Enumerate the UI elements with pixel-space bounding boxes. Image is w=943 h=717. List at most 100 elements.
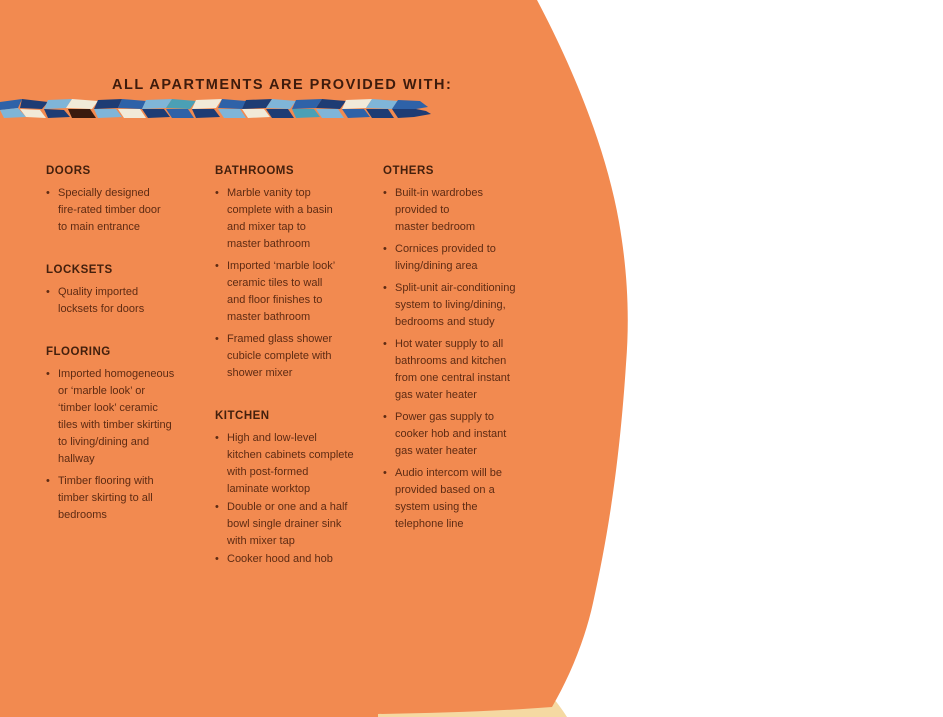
mosaic-shard [118,99,146,109]
section-bathrooms: BATHROOMS • Marble vanity top complete w… [215,164,375,382]
list-item: • Power gas supply to cooker hob and ins… [383,409,543,460]
mosaic-shard [192,99,222,109]
list-item-text: Double or one and a half bowl single dra… [227,501,348,547]
list-item: • Audio intercom will be provided based … [383,465,543,533]
bullet-icon: • [46,475,50,487]
mosaic-shard [392,100,428,109]
column-others: OTHERS • Built-in wardrobes provided to … [383,164,543,538]
bullet-icon: • [383,338,387,350]
list-item-text: Split-unit air-conditioning system to li… [395,282,516,328]
list-item-text: Audio intercom will be provided based on… [395,467,502,530]
mosaic-shard [142,99,172,109]
list-item-text: Cornices provided to living/dining area [395,243,496,272]
list-item: • Hot water supply to all bathrooms and … [383,336,543,404]
section-heading-bathrooms: BATHROOMS [215,165,295,177]
list-item-text: Framed glass shower cubicle complete wit… [227,333,333,379]
mosaic-shard [0,99,22,110]
mosaic-shard [142,109,170,118]
section-flooring: FLOORING • Imported homogeneous or ‘marb… [46,345,206,524]
bullet-icon: • [215,432,219,444]
list-item: • Marble vanity top complete with a basi… [215,185,375,253]
section-kitchen: KITCHEN • High and low-level kitchen cab… [215,409,375,568]
section-locksets: LOCKSETS • Quality imported locksets for… [46,263,206,318]
section-heading-others: OTHERS [383,165,434,177]
bullet-icon: • [383,282,387,294]
section-heading-flooring: FLOORING [46,346,111,358]
mosaic-shard [342,109,370,118]
bullet-icon: • [215,187,219,199]
list-item: • Cooker hood and hob [215,551,375,568]
mosaic-shard [218,109,246,118]
bullet-icon: • [46,187,50,199]
bullet-icon: • [215,553,219,565]
list-item-text: Marble vanity top complete with a basin … [227,187,333,250]
mosaic-shard [392,109,431,118]
column-doors-locksets-flooring: DOORS • Specially designed fire-rated ti… [46,164,206,529]
mosaic-shard [166,109,194,118]
mosaic-shard [44,109,70,118]
bullet-icon: • [383,243,387,255]
list-item: • Specially designed fire-rated timber d… [46,185,206,236]
list-item: • Timber flooring with timber skirting t… [46,473,206,524]
section-heading-kitchen: KITCHEN [215,410,270,422]
list-item: • Quality imported locksets for doors [46,284,206,318]
mosaic-shard [0,108,26,118]
bullet-icon: • [383,411,387,423]
mosaic-shard [292,99,322,109]
column-bathrooms-kitchen: BATHROOMS • Marble vanity top complete w… [215,164,375,569]
list-item: • Built-in wardrobes provided to master … [383,185,543,236]
mosaic-shard [342,99,372,109]
mosaic-shard [20,109,46,118]
mosaic-shard [44,99,72,109]
mosaic-shard [266,109,294,118]
list-item: • Imported ‘marble look’ ceramic tiles t… [215,258,375,326]
list-item-text: High and low-level kitchen cabinets comp… [227,432,354,495]
bullet-icon: • [215,501,219,513]
section-doors: DOORS • Specially designed fire-rated ti… [46,164,206,236]
bullet-icon: • [383,187,387,199]
list-item-text: Hot water supply to all bathrooms and ki… [395,338,510,401]
list-item-text: Cooker hood and hob [227,553,333,565]
mosaic-shard [94,99,122,109]
list-item-text: Quality imported locksets for doors [58,286,145,315]
list-item-text: Specially designed fire-rated timber doo… [58,187,161,233]
mosaic-shard [242,99,272,109]
list-item-text: Imported homogeneous or ‘marble look’ or… [58,368,175,465]
list-item: • Double or one and a half bowl single d… [215,499,375,550]
bullet-icon: • [215,333,219,345]
mosaic-shard [20,99,48,109]
list-item: • Imported homogeneous or ‘marble look’ … [46,366,206,468]
section-heading-locksets: LOCKSETS [46,264,113,276]
bullet-icon: • [383,467,387,479]
orange-blob-shape [0,0,628,717]
bullet-icon: • [215,260,219,272]
page-title: ALL APARTMENTS ARE PROVIDED WITH: [112,77,453,93]
section-others: OTHERS • Built-in wardrobes provided to … [383,164,543,533]
bullet-icon: • [46,286,50,298]
mosaic-shard [94,109,122,118]
list-item-text: Power gas supply to cooker hob and insta… [395,411,507,457]
mosaic-shard [292,109,320,118]
mosaic-shard [166,99,196,109]
list-item-text: Built-in wardrobes provided to master be… [395,187,484,233]
list-item: • Cornices provided to living/dining are… [383,241,543,275]
bullet-icon: • [46,368,50,380]
mosaic-shard [242,109,270,118]
list-item: • High and low-level kitchen cabinets co… [215,430,375,498]
mosaic-shard [218,99,246,109]
list-item: • Split-unit air-conditioning system to … [383,280,543,331]
section-heading-doors: DOORS [46,165,91,177]
mosaic-shard [316,99,346,109]
mosaic-shard [366,109,394,118]
mosaic-shard [68,109,96,118]
mosaic-shard [118,109,146,118]
mosaic-shard [316,109,344,118]
mosaic-shard [266,99,296,109]
mosaic-band [0,99,431,118]
list-item-text: Imported ‘marble look’ ceramic tiles to … [227,260,336,323]
list-item: • Framed glass shower cubicle complete w… [215,331,375,382]
mosaic-shard [366,99,398,109]
mosaic-shard [192,109,220,118]
